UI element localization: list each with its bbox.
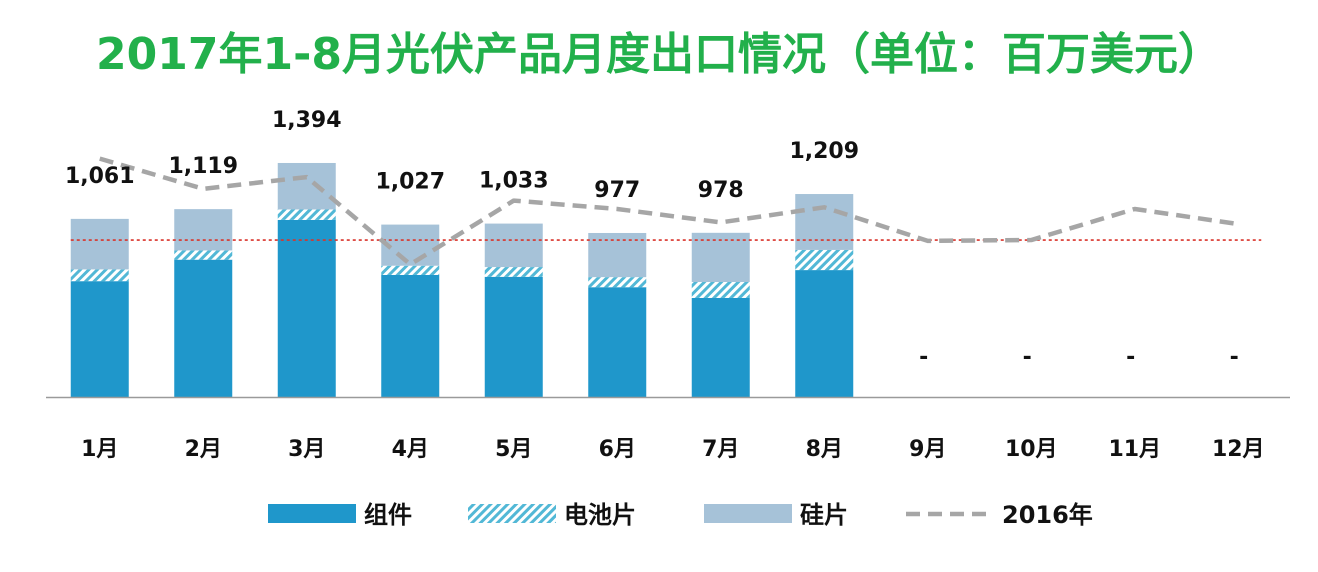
bar-segment-1-7 [691,297,750,397]
legend-label-2: 电池片 [564,501,636,529]
bar-segment-2-7 [691,282,750,298]
x-tick-label-7: 7月 [702,437,739,462]
bar-segment-1-2 [174,259,233,397]
total-label-1: 1,061 [65,164,135,189]
legend-label-3: 硅片 [800,501,848,529]
total-label-2: 1,119 [168,154,238,179]
x-tick-label-1: 1月 [81,437,118,462]
legend-item-1: 组件 [268,501,412,529]
bar-segment-2-4 [381,265,440,275]
legend-item-2: 电池片 [468,501,636,529]
total-label-6: 977 [594,178,640,203]
x-tick-label-2: 2月 [185,437,222,462]
bar-segment-2-5 [484,267,543,277]
legend-swatch-1 [268,504,356,523]
chart-title: 2017年1-8月光伏产品月度出口情况（单位：百万美元） [96,29,1222,80]
bar-segment-3-7 [691,232,750,283]
x-tick-label-4: 4月 [392,437,429,462]
total-label-11: - [1126,345,1135,370]
total-label-10: - [1023,345,1032,370]
bar-segment-2-6 [588,277,647,288]
legend-label-4: 2016年 [1002,501,1093,529]
legend-item-3: 硅片 [704,501,848,529]
total-label-9: - [919,345,928,370]
total-label-5: 1,033 [479,169,549,194]
bar-segment-2-3 [277,209,336,220]
bar-segment-3-8 [795,194,854,250]
x-tick-label-11: 11月 [1108,437,1161,462]
x-tick-label-12: 12月 [1212,437,1265,462]
x-tick-label-3: 3月 [288,437,325,462]
bar-segment-1-6 [588,287,647,397]
x-tick-label-6: 6月 [599,437,636,462]
total-label-7: 978 [698,178,744,203]
legend-item-4: 2016年 [906,501,1093,529]
total-label-4: 1,027 [375,170,445,195]
bar-segment-2-8 [795,249,854,271]
bar-segment-2-1 [70,269,129,282]
x-tick-label-8: 8月 [806,437,843,462]
bar-segment-3-5 [484,223,543,268]
bar-segment-1-5 [484,276,543,397]
total-label-3: 1,394 [272,108,342,133]
bar-segment-2-2 [174,250,233,260]
bar-segment-1-1 [70,281,129,397]
bar-segment-1-3 [277,219,336,397]
legend-label-1: 组件 [364,501,412,529]
x-tick-label-10: 10月 [1005,437,1058,462]
x-tick-label-5: 5月 [495,437,532,462]
x-tick-label-9: 9月 [909,437,946,462]
series-line-2016 [99,156,1239,267]
total-label-8: 1,209 [789,139,859,164]
bar-segment-3-1 [70,218,129,270]
legend-swatch-2 [468,504,556,523]
legend-swatch-3 [704,504,792,523]
bar-segment-1-8 [795,270,854,397]
bar-segment-3-3 [277,162,336,210]
total-label-12: - [1230,345,1239,370]
bar-segment-1-4 [381,274,440,397]
bar-segment-3-2 [174,209,233,251]
